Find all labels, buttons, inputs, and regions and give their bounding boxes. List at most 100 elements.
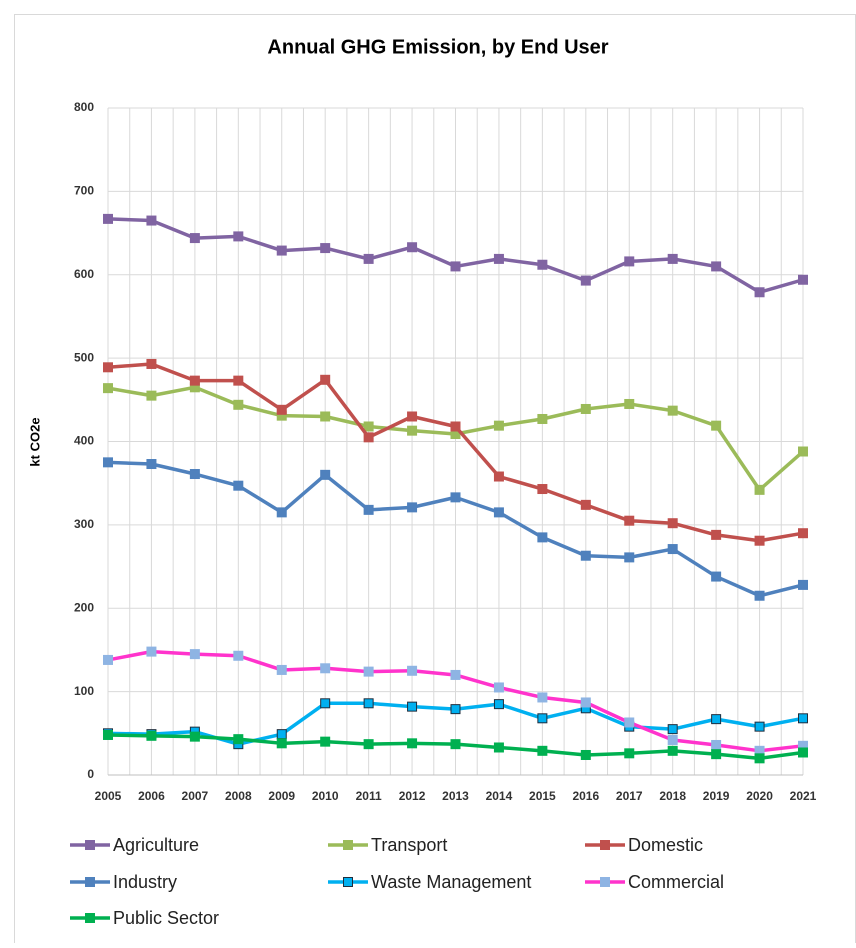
data-point — [189, 731, 200, 742]
chart-title: Annual GHG Emission, by End User — [267, 36, 608, 58]
data-point — [798, 579, 808, 590]
data-point — [493, 507, 504, 518]
legend-marker — [600, 840, 610, 850]
data-point — [189, 375, 200, 386]
x-tick-label: 2005 — [95, 789, 122, 803]
x-tick-label: 2010 — [312, 789, 339, 803]
data-point — [798, 713, 808, 724]
data-point — [320, 411, 331, 422]
y-tick-label: 800 — [74, 100, 94, 114]
data-point — [146, 215, 157, 226]
data-point — [233, 734, 244, 745]
data-point — [667, 745, 678, 756]
data-point — [407, 425, 418, 436]
data-point — [276, 738, 287, 749]
data-point — [667, 405, 678, 416]
data-point — [580, 749, 591, 760]
data-point — [711, 529, 722, 540]
data-point — [450, 492, 461, 503]
data-point — [711, 420, 722, 431]
data-point — [276, 404, 287, 415]
data-point — [754, 484, 765, 495]
data-point — [798, 446, 808, 457]
data-point — [103, 729, 113, 740]
data-point — [363, 253, 374, 264]
x-tick-label: 2017 — [616, 789, 643, 803]
x-tick-label: 2007 — [182, 789, 209, 803]
data-point — [711, 571, 722, 582]
data-point — [754, 287, 765, 298]
data-point — [624, 552, 635, 563]
data-point — [624, 398, 635, 409]
legend-label: Public Sector — [113, 908, 219, 928]
data-point — [450, 739, 461, 750]
legend-label: Transport — [371, 835, 447, 855]
data-point — [276, 507, 287, 518]
data-point — [537, 745, 548, 756]
data-point — [798, 528, 808, 539]
data-point — [363, 432, 374, 443]
legend-label: Waste Management — [371, 872, 531, 892]
data-point — [407, 738, 418, 749]
y-axis-label: kt CO2e — [27, 417, 42, 466]
x-tick-label: 2008 — [225, 789, 252, 803]
data-point — [320, 243, 331, 254]
data-point — [320, 374, 331, 385]
y-tick-label: 200 — [74, 600, 94, 614]
data-point — [624, 515, 635, 526]
y-tick-label: 600 — [74, 267, 94, 281]
legend-label: Agriculture — [113, 835, 199, 855]
x-tick-label: 2013 — [442, 789, 469, 803]
data-point — [103, 383, 113, 394]
x-tick-label: 2021 — [790, 789, 817, 803]
data-point — [103, 362, 113, 373]
data-point — [233, 480, 244, 491]
x-tick-label: 2015 — [529, 789, 556, 803]
x-tick-label: 2009 — [268, 789, 295, 803]
data-point — [667, 724, 678, 735]
data-point — [493, 682, 504, 693]
data-point — [320, 736, 331, 747]
data-point — [146, 459, 157, 470]
data-point — [754, 590, 765, 601]
data-point — [363, 698, 374, 709]
data-point — [146, 730, 157, 741]
data-point — [407, 665, 418, 676]
data-point — [320, 663, 331, 674]
y-tick-label: 300 — [74, 517, 94, 531]
data-point — [624, 256, 635, 267]
data-point — [580, 403, 591, 414]
legend-marker — [343, 840, 353, 850]
data-point — [363, 421, 374, 432]
data-point — [233, 399, 244, 410]
data-point — [711, 261, 722, 272]
data-point — [667, 518, 678, 529]
x-tick-label: 2018 — [659, 789, 686, 803]
data-point — [798, 274, 808, 285]
data-point — [407, 242, 418, 253]
legend-label: Industry — [113, 872, 177, 892]
data-point — [450, 421, 461, 432]
data-point — [537, 413, 548, 424]
y-tick-label: 0 — [87, 767, 94, 781]
data-point — [711, 714, 722, 725]
data-point — [580, 550, 591, 561]
chart-border — [14, 14, 856, 948]
data-point — [407, 411, 418, 422]
legend-marker — [85, 877, 95, 887]
data-point — [363, 666, 374, 677]
data-point — [754, 721, 765, 732]
data-point — [667, 734, 678, 745]
data-point — [363, 739, 374, 750]
data-point — [667, 544, 678, 555]
data-point — [537, 532, 548, 543]
legend-marker — [85, 840, 95, 850]
data-point — [146, 646, 157, 657]
y-tick-label: 100 — [74, 684, 94, 698]
data-point — [580, 697, 591, 708]
data-point — [537, 259, 548, 270]
data-point — [450, 261, 461, 272]
data-point — [537, 692, 548, 703]
x-tick-label: 2006 — [138, 789, 165, 803]
